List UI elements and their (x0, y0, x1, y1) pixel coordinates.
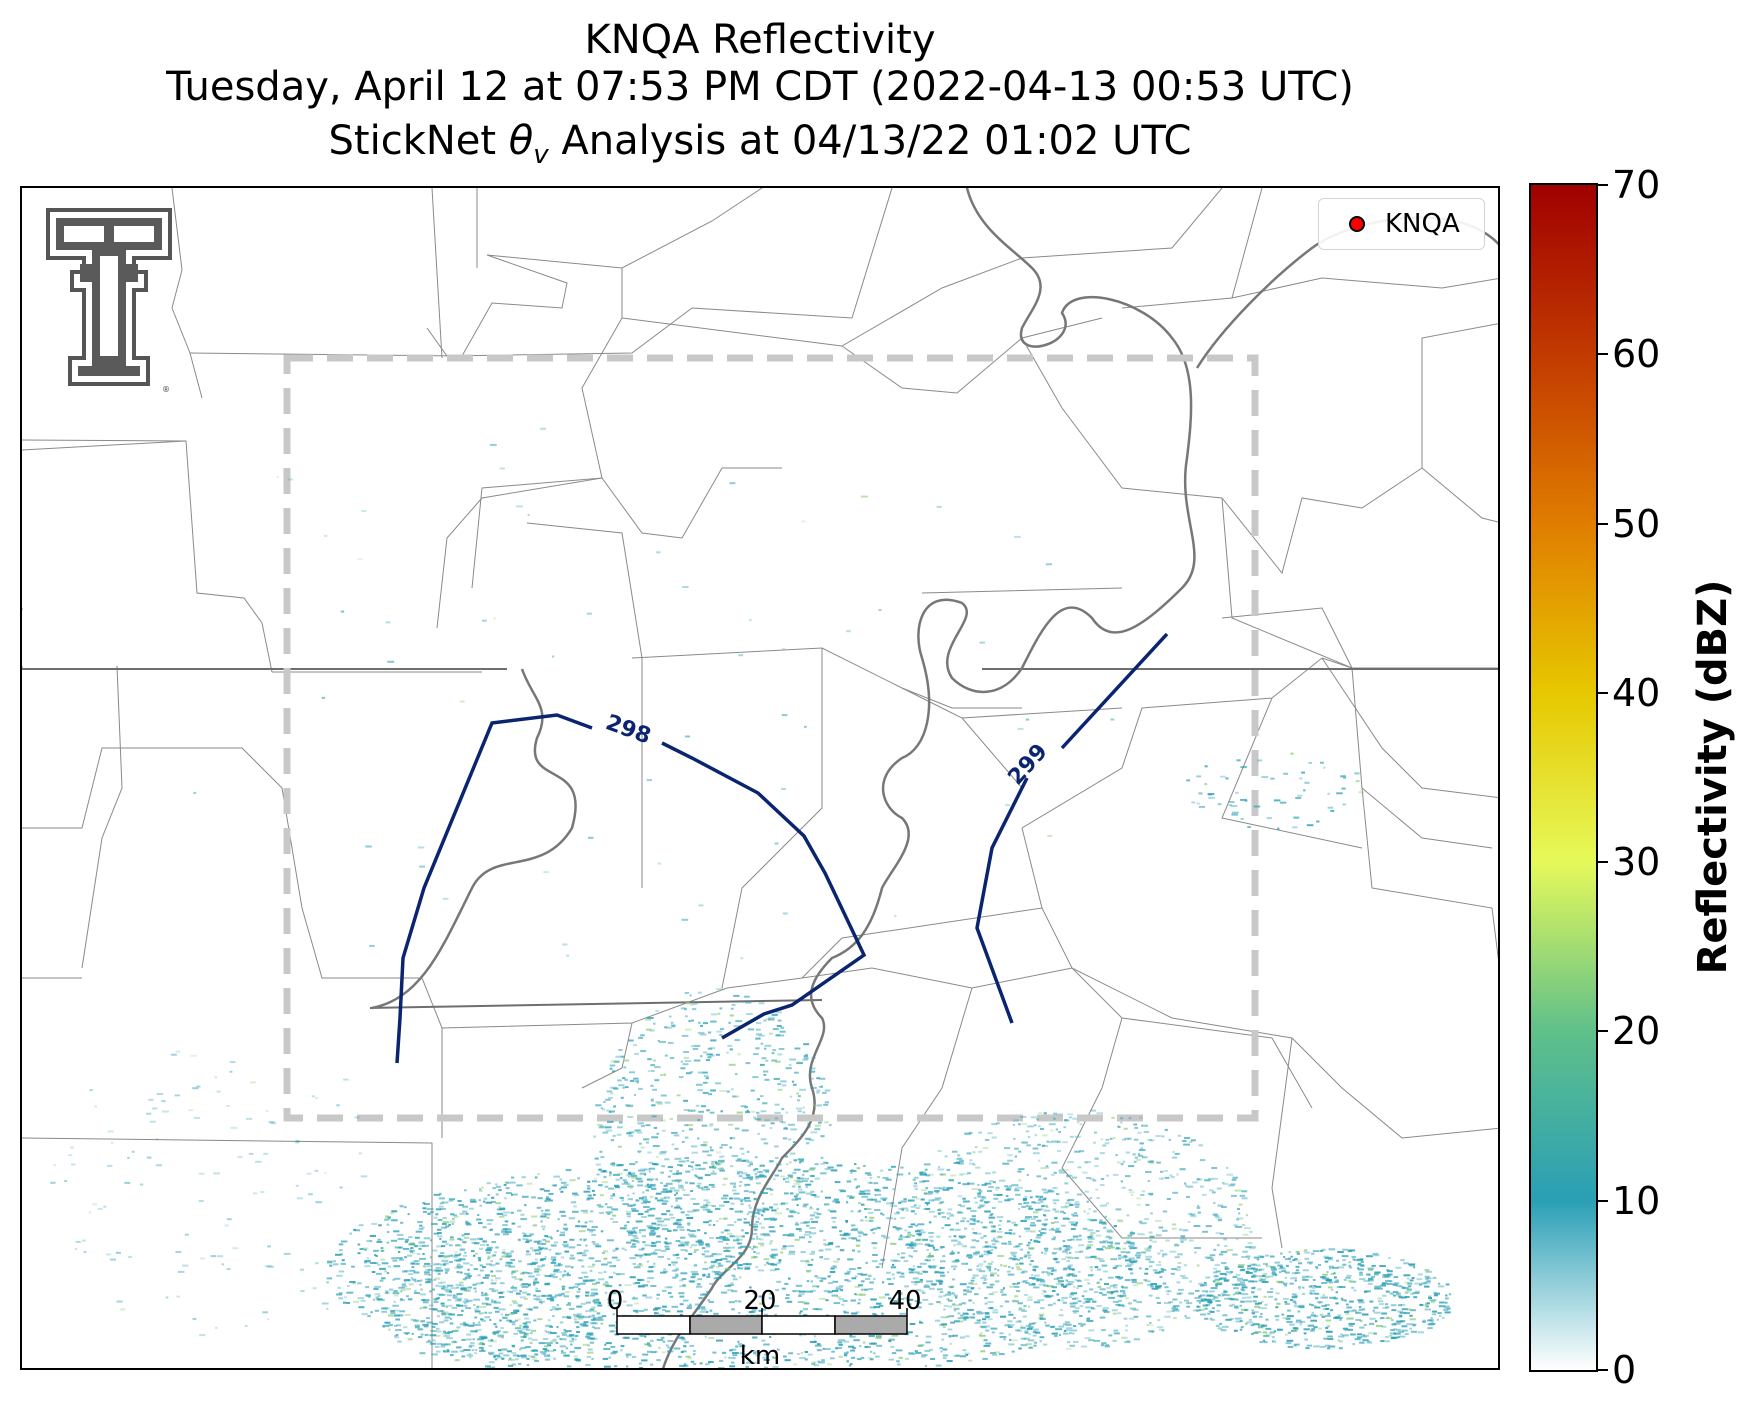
colorbar-tick-label: 60 (1612, 332, 1661, 377)
colorbar-tick-label: 10 (1612, 1178, 1661, 1223)
theta-v-contour-298 (395, 713, 867, 1064)
colorbar-tick-label: 0 (1612, 1348, 1637, 1392)
title-line-2: Tuesday, April 12 at 07:53 PM CDT (2022-… (166, 64, 1354, 110)
state-borders (22, 668, 1498, 1009)
map-canvas: 298 299 (22, 188, 1498, 1368)
scale-label-0: 0 (606, 1286, 624, 1316)
scale-unit: km (739, 1341, 781, 1371)
colorbar-tick (1598, 691, 1608, 694)
map-legend (1318, 198, 1485, 250)
colorbar-tick (1598, 1030, 1608, 1033)
colorbar-tick (1598, 1369, 1608, 1371)
contour-label-298: 298 (602, 710, 654, 749)
colorbar-tick-label: 50 (1612, 501, 1661, 546)
colorbar-tick-label: 40 (1612, 670, 1661, 715)
texas-tech-double-t-logo: ® (46, 208, 172, 394)
scale-label-40: 40 (888, 1286, 922, 1316)
colorbar-tick-label: 20 (1612, 1009, 1661, 1054)
colorbar-tick-label: 30 (1612, 840, 1661, 885)
radar-site-marker-icon (1349, 216, 1365, 232)
scale-label-20: 20 (743, 1286, 777, 1316)
title-line-3: StickNet θv Analysis at 04/13/22 01:02 U… (328, 118, 1192, 170)
scale-bar (616, 1308, 908, 1335)
colorbar (1529, 183, 1598, 1372)
colorbar-tick (1598, 861, 1608, 864)
legend-label: KNQA (1385, 209, 1460, 239)
colorbar-title: Reflectivity (dBZ) (1690, 579, 1736, 975)
colorbar-tick-label: 70 (1612, 163, 1661, 207)
title-line-1: KNQA Reflectivity (584, 17, 936, 63)
colorbar-tick (1598, 353, 1608, 356)
colorbar-tick (1598, 522, 1608, 525)
county-boundaries (22, 188, 1498, 1368)
radar-map[interactable]: 298 299 ® (20, 186, 1500, 1370)
colorbar-tick (1598, 1199, 1608, 1202)
theta-v-contour-299 (975, 632, 1169, 1024)
contour-label-299: 299 (1004, 739, 1053, 790)
radar-echoes (50, 427, 1452, 1368)
analysis-domain-box (283, 354, 1259, 1122)
colorbar-tick (1598, 184, 1608, 186)
